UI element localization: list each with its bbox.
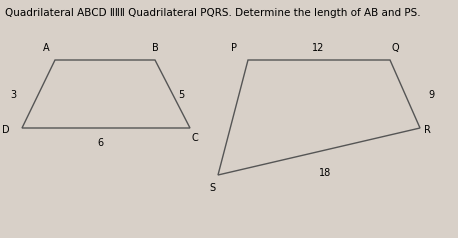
Text: 6: 6 <box>97 138 103 148</box>
Text: A: A <box>43 43 49 53</box>
Text: R: R <box>424 125 431 135</box>
Text: 18: 18 <box>319 168 331 178</box>
Text: D: D <box>2 125 10 135</box>
Text: C: C <box>192 133 199 143</box>
Text: 12: 12 <box>312 43 324 53</box>
Text: S: S <box>210 183 216 193</box>
Text: Quadrilateral ABCD ⅡⅡⅡ Quadrilateral PQRS. Determine the length of AB and PS.: Quadrilateral ABCD ⅡⅡⅡ Quadrilateral PQR… <box>5 8 420 18</box>
Text: 5: 5 <box>178 90 184 100</box>
Text: 3: 3 <box>10 90 16 100</box>
Text: B: B <box>152 43 158 53</box>
Text: 9: 9 <box>428 90 434 100</box>
Text: Q: Q <box>392 43 400 53</box>
Text: P: P <box>231 43 237 53</box>
